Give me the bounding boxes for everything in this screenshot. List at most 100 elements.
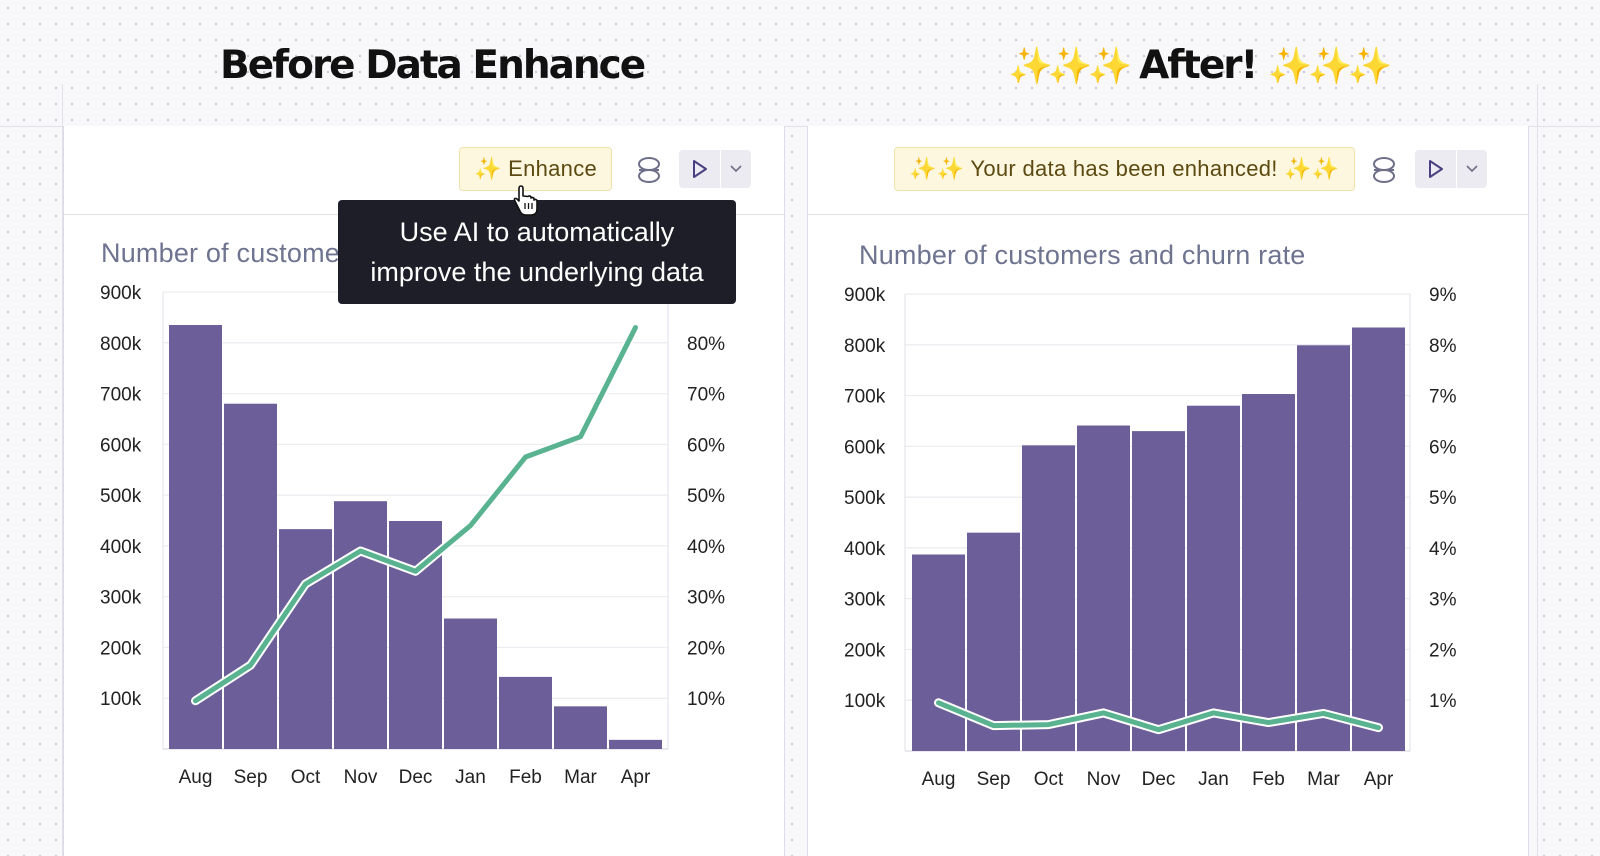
run-options-dropdown[interactable] bbox=[1457, 150, 1487, 188]
x-tick-label: Nov bbox=[1087, 769, 1121, 790]
run-button-group bbox=[679, 150, 751, 188]
x-tick-label: Sep bbox=[977, 769, 1011, 790]
y-left-tick-label: 100k bbox=[844, 691, 886, 712]
y-right-tick-label: 2% bbox=[1429, 640, 1457, 661]
x-tick-label: Feb bbox=[509, 767, 542, 788]
y-left-tick-label: 700k bbox=[844, 387, 886, 408]
chart-title: Number of customers and churn rate bbox=[859, 240, 1306, 270]
x-tick-label: Dec bbox=[1142, 769, 1176, 790]
chevron-down-icon bbox=[1466, 165, 1478, 173]
y-left-tick-label: 100k bbox=[100, 689, 142, 710]
y-left-tick-label: 500k bbox=[100, 486, 142, 507]
bar bbox=[499, 676, 552, 749]
y-left-tick-label: 600k bbox=[100, 435, 142, 456]
y-right-tick-label: 7% bbox=[1429, 387, 1457, 408]
run-button-group bbox=[1415, 150, 1487, 188]
play-icon bbox=[1428, 160, 1443, 178]
bar bbox=[444, 618, 497, 749]
bar bbox=[1187, 405, 1240, 751]
pointer-cursor-icon bbox=[513, 185, 538, 216]
enhanced-status-badge: ✨✨ Your data has been enhanced! ✨✨ bbox=[894, 147, 1355, 191]
sparkles-left: ✨✨✨ bbox=[1008, 46, 1133, 87]
y-left-tick-label: 900k bbox=[844, 285, 886, 306]
y-left-tick-label: 200k bbox=[844, 640, 886, 661]
bar bbox=[169, 325, 222, 749]
bar bbox=[1022, 445, 1075, 751]
enhance-tooltip: Use AI to automatically improve the unde… bbox=[338, 200, 736, 304]
after-combo-chart: 100k 1% 200k 2% 300k 3% 400k 4% 500k 5% 600k 6% 700k… bbox=[844, 285, 1457, 790]
y-left-tick-label: 400k bbox=[100, 537, 142, 558]
y-left-tick-label: 500k bbox=[844, 488, 886, 509]
bar bbox=[1352, 327, 1405, 751]
y-left-tick-label: 600k bbox=[844, 437, 886, 458]
tooltip-line-1: Use AI to automatically bbox=[399, 217, 675, 247]
x-tick-label: Mar bbox=[564, 767, 597, 788]
bar bbox=[609, 739, 662, 749]
y-right-tick-label: 10% bbox=[687, 689, 725, 710]
x-tick-label: Jan bbox=[455, 767, 486, 788]
bar bbox=[1297, 345, 1350, 751]
x-tick-label: Apr bbox=[621, 767, 651, 788]
y-right-tick-label: 6% bbox=[1429, 437, 1457, 458]
y-left-tick-label: 400k bbox=[844, 539, 886, 560]
before-heading: Before Data Enhance bbox=[220, 43, 646, 88]
guide-line-vertical bbox=[1537, 84, 1538, 856]
y-right-tick-label: 70% bbox=[687, 385, 725, 406]
x-tick-label: Oct bbox=[1034, 769, 1064, 790]
y-right-tick-label: 3% bbox=[1429, 590, 1457, 611]
bar bbox=[1077, 425, 1130, 751]
before-combo-chart: 100k 10% 200k 20% 300k 30% 400k 40% 500k 50% 600k 6… bbox=[100, 283, 725, 788]
x-tick-label: Apr bbox=[1364, 769, 1394, 790]
after-text: After! bbox=[1139, 43, 1258, 88]
after-chart-panel: ✨✨ Your data has been enhanced! ✨✨ Numbe… bbox=[807, 126, 1529, 856]
y-left-tick-label: 200k bbox=[100, 638, 142, 659]
y-right-tick-label: 60% bbox=[687, 435, 725, 456]
x-tick-label: Jan bbox=[1198, 769, 1229, 790]
y-right-tick-label: 50% bbox=[687, 486, 725, 507]
x-tick-label: Oct bbox=[291, 767, 321, 788]
panel-toolbar: ✨✨ Your data has been enhanced! ✨✨ bbox=[808, 126, 1528, 215]
x-tick-label: Aug bbox=[179, 767, 213, 788]
x-tick-label: Aug bbox=[922, 769, 956, 790]
y-right-tick-label: 9% bbox=[1429, 285, 1457, 306]
y-right-tick-label: 80% bbox=[687, 334, 725, 355]
x-tick-label: Feb bbox=[1252, 769, 1285, 790]
database-icon[interactable] bbox=[1371, 155, 1397, 185]
y-right-tick-label: 40% bbox=[687, 537, 725, 558]
bar bbox=[554, 706, 607, 749]
y-left-tick-label: 800k bbox=[844, 336, 886, 357]
y-left-tick-label: 300k bbox=[100, 588, 142, 609]
y-right-tick-label: 20% bbox=[687, 638, 725, 659]
bar bbox=[1132, 431, 1185, 751]
guide-line-horizontal bbox=[0, 126, 1600, 127]
enhance-button[interactable]: ✨ Enhance bbox=[459, 147, 613, 191]
y-right-tick-label: 1% bbox=[1429, 691, 1457, 712]
bar bbox=[224, 403, 277, 749]
bar bbox=[1242, 394, 1295, 751]
x-tick-label: Sep bbox=[234, 767, 268, 788]
run-button[interactable] bbox=[1415, 150, 1457, 188]
y-right-tick-label: 5% bbox=[1429, 488, 1457, 509]
tooltip-line-2: improve the underlying data bbox=[370, 257, 704, 287]
x-tick-label: Nov bbox=[344, 767, 378, 788]
guide-line-vertical bbox=[62, 84, 63, 856]
y-left-tick-label: 800k bbox=[100, 334, 142, 355]
y-right-tick-label: 30% bbox=[687, 588, 725, 609]
bar bbox=[279, 529, 332, 749]
y-left-tick-label: 300k bbox=[844, 590, 886, 611]
sparkles-right: ✨✨✨ bbox=[1267, 46, 1393, 87]
x-tick-label: Dec bbox=[399, 767, 433, 788]
run-button[interactable] bbox=[679, 150, 721, 188]
y-left-tick-label: 700k bbox=[100, 385, 142, 406]
bar bbox=[334, 501, 387, 749]
y-right-tick-label: 4% bbox=[1429, 539, 1457, 560]
run-options-dropdown[interactable] bbox=[721, 150, 751, 188]
x-tick-label: Mar bbox=[1307, 769, 1340, 790]
chevron-down-icon bbox=[730, 165, 742, 173]
play-icon bbox=[692, 160, 707, 178]
y-right-tick-label: 8% bbox=[1429, 336, 1457, 357]
after-heading: ✨✨✨ After! ✨✨✨ bbox=[1008, 38, 1393, 95]
bar bbox=[912, 554, 965, 751]
y-left-tick-label: 900k bbox=[100, 283, 142, 304]
database-icon[interactable] bbox=[636, 155, 662, 185]
